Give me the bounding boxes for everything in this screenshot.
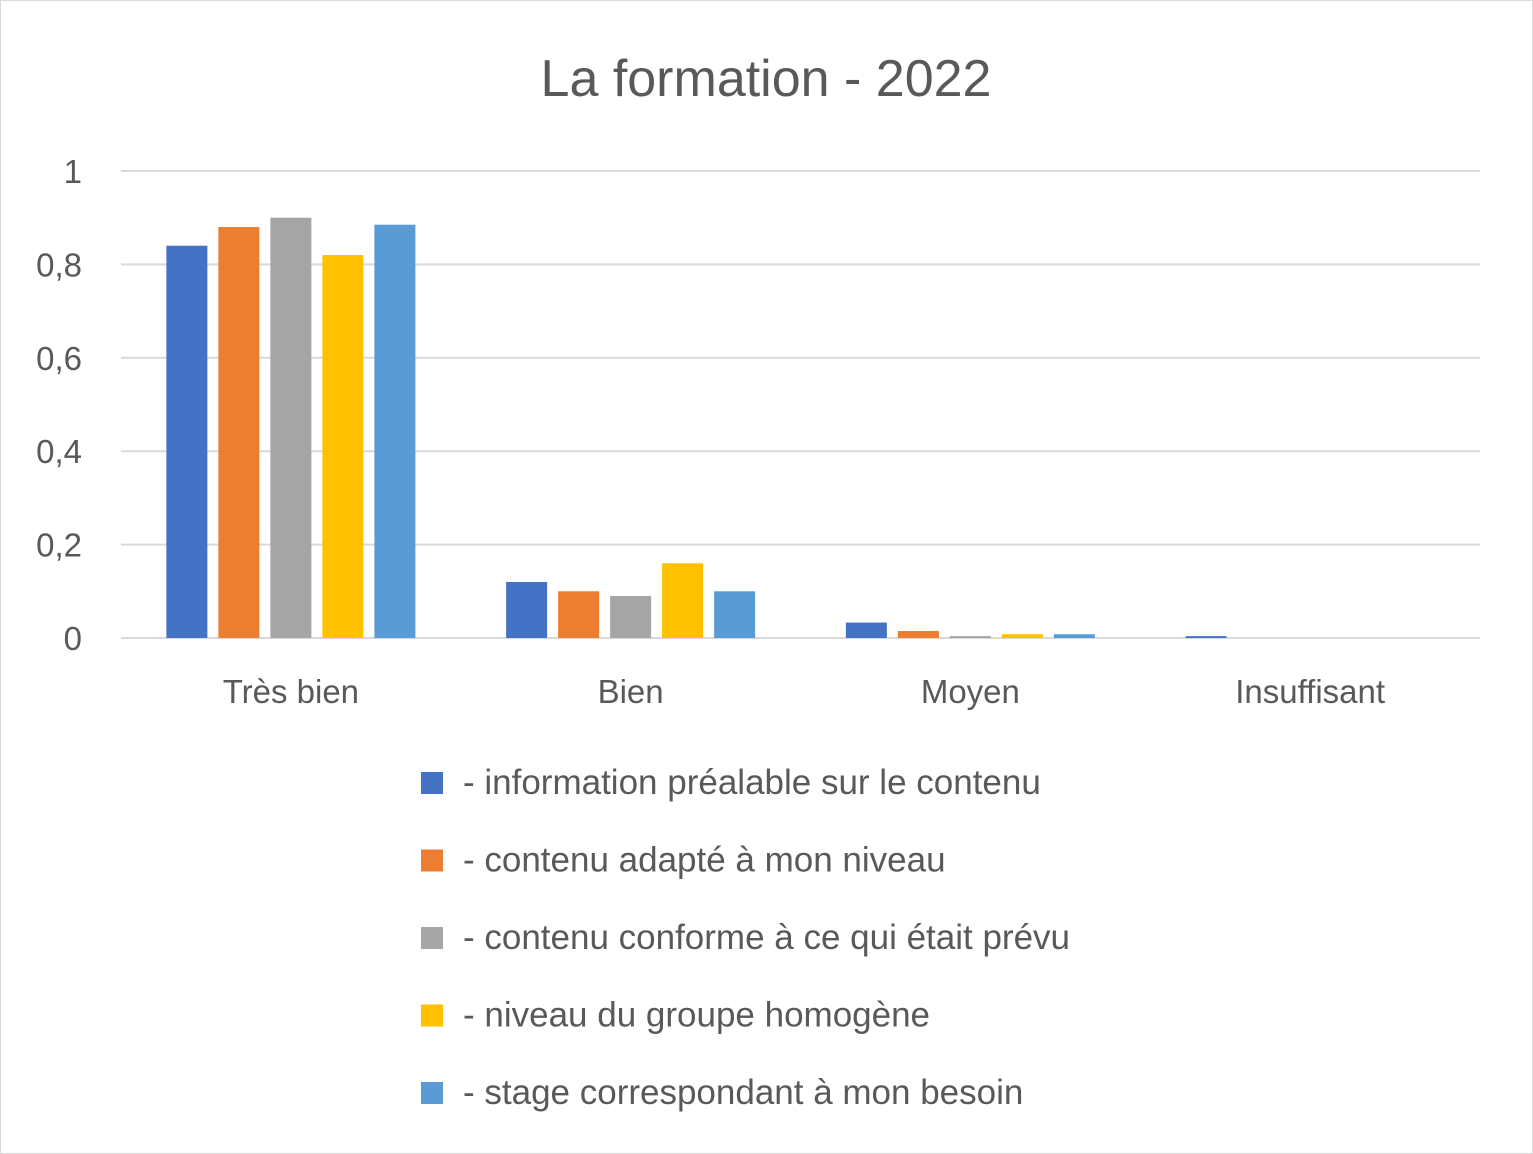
legend-label: - contenu conforme à ce qui était prévu <box>463 918 1070 957</box>
legend-label: - contenu adapté à mon niveau <box>463 841 946 880</box>
legend-label: - stage correspondant à mon besoin <box>463 1073 1023 1112</box>
bar <box>374 224 416 638</box>
legend-swatch <box>421 927 443 949</box>
chart-title: La formation - 2022 <box>541 50 992 108</box>
legend-label: - niveau du groupe homogène <box>463 996 930 1035</box>
bar <box>662 563 704 638</box>
y-axis-labels: 0 0,2 0,4 0,6 0,8 1 <box>36 153 82 657</box>
x-tick-label: Insuffisant <box>1235 673 1385 710</box>
bar <box>897 630 939 638</box>
y-tick-label: 0,8 <box>36 246 82 283</box>
bar <box>558 591 600 638</box>
x-tick-label: Très bien <box>223 673 359 710</box>
legend-swatch <box>421 849 443 872</box>
y-tick-label: 0,4 <box>36 433 82 470</box>
bar <box>1053 634 1095 638</box>
legend-swatch <box>421 1082 443 1104</box>
bar <box>166 245 208 638</box>
bar <box>218 227 260 639</box>
x-tick-label: Bien <box>598 673 664 710</box>
bars <box>166 217 1227 639</box>
bar <box>506 581 548 638</box>
legend-swatch <box>421 1004 443 1027</box>
y-tick-label: 0,6 <box>36 340 82 377</box>
bar <box>1001 634 1043 638</box>
y-tick-label: 1 <box>64 153 82 190</box>
bar <box>714 591 756 638</box>
legend-label: - information préalable sur le contenu <box>463 763 1041 802</box>
bar <box>949 636 991 638</box>
bar <box>270 217 312 638</box>
bar <box>845 622 887 638</box>
x-tick-label: Moyen <box>921 673 1020 710</box>
y-tick-label: 0,2 <box>36 527 82 564</box>
bar <box>1185 636 1227 638</box>
legend: - information préalable sur le contenu - … <box>421 763 1070 1112</box>
x-axis-labels: Très bien Bien Moyen Insuffisant <box>223 673 1385 710</box>
bar <box>610 595 652 638</box>
legend-swatch <box>421 772 443 794</box>
y-tick-label: 0 <box>64 620 82 657</box>
bar <box>322 255 364 638</box>
